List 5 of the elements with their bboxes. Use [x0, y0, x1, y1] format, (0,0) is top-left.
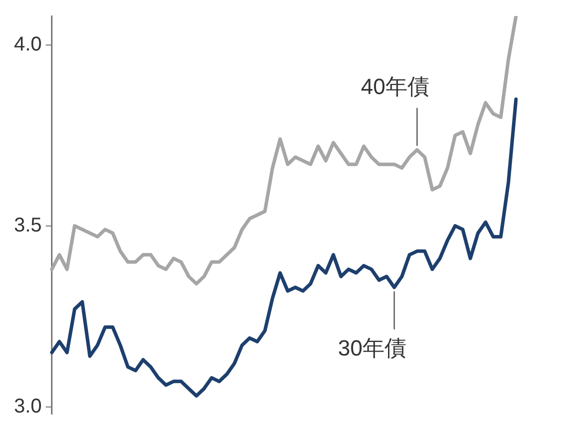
text: 30年債 — [338, 335, 406, 360]
y-tick-label: 3.5 — [14, 214, 42, 236]
text: 40年債 — [360, 74, 430, 99]
y-tick-label: 4.0 — [14, 33, 42, 56]
y-tick-label: 3.0 — [14, 395, 42, 418]
